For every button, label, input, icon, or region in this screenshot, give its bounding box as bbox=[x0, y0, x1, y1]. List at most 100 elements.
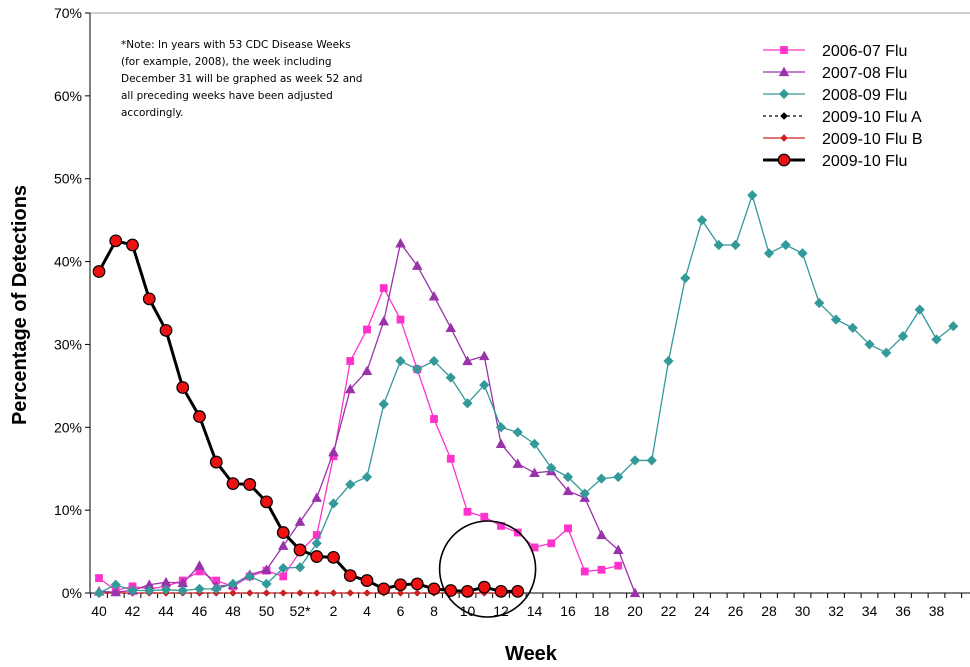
data-point bbox=[462, 398, 473, 409]
data-point bbox=[948, 321, 959, 332]
data-point bbox=[797, 248, 808, 259]
data-point bbox=[462, 355, 473, 366]
data-point bbox=[663, 355, 674, 367]
data-point bbox=[430, 415, 438, 423]
data-point bbox=[394, 578, 407, 592]
data-point bbox=[477, 580, 491, 594]
data-point bbox=[512, 427, 523, 438]
x-tick-label: 2 bbox=[330, 603, 338, 619]
data-point bbox=[412, 364, 423, 375]
data-point bbox=[580, 567, 589, 576]
x-tick-label: 26 bbox=[728, 603, 744, 619]
legend-label: 2009-10 Flu A bbox=[822, 109, 922, 126]
data-point bbox=[360, 574, 374, 587]
data-point bbox=[480, 512, 489, 521]
data-point bbox=[313, 589, 321, 597]
data-point bbox=[629, 587, 641, 598]
y-tick-label: 60% bbox=[54, 88, 82, 104]
data-point bbox=[110, 586, 122, 597]
data-point bbox=[293, 543, 307, 557]
data-point bbox=[194, 560, 205, 570]
data-point bbox=[897, 331, 909, 342]
x-tick-label: 30 bbox=[795, 603, 811, 619]
data-point bbox=[244, 571, 255, 582]
y-tick-label: 30% bbox=[54, 336, 82, 352]
y-tick-label: 10% bbox=[54, 502, 82, 518]
data-point bbox=[345, 479, 356, 490]
data-point bbox=[276, 526, 290, 539]
annotation-layer bbox=[438, 520, 537, 618]
legend-label: 2007-08 Flu bbox=[822, 65, 907, 82]
data-point bbox=[279, 572, 288, 581]
data-point bbox=[328, 498, 339, 509]
data-point bbox=[95, 574, 103, 582]
data-point bbox=[562, 471, 574, 483]
data-point bbox=[159, 323, 173, 337]
data-point bbox=[262, 589, 271, 597]
data-point bbox=[562, 485, 574, 496]
data-point bbox=[395, 355, 406, 367]
data-point bbox=[597, 565, 606, 574]
data-point bbox=[445, 322, 457, 332]
data-point bbox=[160, 584, 172, 595]
x-tick-label: 40 bbox=[91, 603, 107, 619]
data-point bbox=[564, 524, 572, 533]
data-point bbox=[396, 589, 405, 597]
x-tick-label: 18 bbox=[594, 603, 610, 619]
note-line: December 31 will be graphed as week 52 a… bbox=[121, 73, 362, 85]
data-point bbox=[413, 589, 421, 597]
legend-item: 2009-10 Flu A bbox=[763, 109, 922, 126]
legend-marker bbox=[780, 112, 788, 120]
data-point bbox=[529, 467, 540, 477]
y-tick-label: 0% bbox=[62, 585, 82, 601]
x-tick-label: 12 bbox=[493, 603, 509, 619]
data-point bbox=[747, 190, 758, 201]
data-point bbox=[296, 589, 304, 597]
data-point bbox=[363, 589, 371, 597]
x-tick-label: 32 bbox=[828, 603, 844, 619]
legend-label: 2009-10 Flu bbox=[822, 153, 907, 170]
data-point bbox=[126, 238, 139, 252]
data-point bbox=[277, 540, 289, 550]
data-point bbox=[379, 284, 388, 292]
data-point bbox=[344, 383, 356, 394]
legend-marker bbox=[778, 66, 790, 77]
data-point bbox=[847, 322, 858, 333]
data-point bbox=[176, 381, 190, 394]
x-tick-label: 22 bbox=[661, 603, 677, 619]
data-point bbox=[310, 550, 324, 563]
data-point bbox=[144, 585, 155, 596]
data-point bbox=[478, 350, 490, 361]
data-point bbox=[428, 355, 440, 367]
data-point bbox=[378, 398, 389, 410]
legend-item: 2006-07 Flu bbox=[763, 43, 907, 60]
x-tick-label: 46 bbox=[192, 603, 208, 619]
data-point bbox=[596, 529, 607, 540]
note-text: *Note: In years with 53 CDC Disease Week… bbox=[121, 39, 362, 119]
note-line: accordingly. bbox=[121, 107, 183, 119]
data-point bbox=[278, 563, 289, 574]
data-point bbox=[495, 422, 507, 433]
x-tick-label: 4 bbox=[363, 603, 371, 619]
note-line: all preceding weeks have been adjusted bbox=[121, 90, 333, 102]
data-point bbox=[612, 544, 624, 555]
data-point bbox=[279, 589, 287, 597]
data-point bbox=[378, 315, 390, 326]
data-point bbox=[512, 458, 524, 468]
data-point bbox=[109, 234, 123, 248]
y-axis-title: Percentage of Detections bbox=[9, 185, 31, 425]
data-point bbox=[110, 579, 121, 590]
x-tick-label: 34 bbox=[862, 603, 878, 619]
x-tick-label: 38 bbox=[929, 603, 945, 619]
data-point bbox=[479, 379, 490, 391]
y-tick-label: 20% bbox=[54, 419, 82, 435]
x-tick-label: 48 bbox=[225, 603, 241, 619]
data-point bbox=[446, 454, 455, 463]
data-point bbox=[730, 239, 741, 251]
data-point bbox=[327, 550, 340, 564]
legend-marker bbox=[780, 46, 788, 54]
data-point bbox=[311, 492, 323, 502]
series-line bbox=[98, 194, 954, 594]
data-point bbox=[529, 438, 540, 449]
